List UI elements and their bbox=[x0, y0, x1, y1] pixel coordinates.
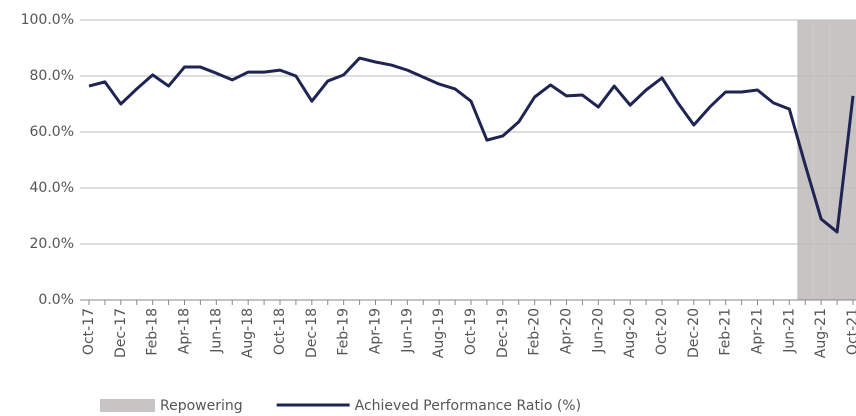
legend-swatch bbox=[100, 399, 155, 412]
shade-bar bbox=[813, 20, 830, 300]
x-tick-label: Jun-19 bbox=[399, 308, 415, 354]
x-tick-label: Oct-21 bbox=[845, 308, 856, 355]
y-tick-label: 20.0% bbox=[30, 236, 74, 252]
x-tick-label: Jun-21 bbox=[781, 308, 797, 354]
legend-label: Achieved Performance Ratio (%) bbox=[355, 398, 581, 414]
line-series bbox=[88, 56, 855, 234]
x-tick-label: Feb-18 bbox=[145, 308, 161, 356]
x-tick-label: Feb-20 bbox=[527, 308, 543, 356]
x-tick-label: Apr-21 bbox=[750, 308, 766, 354]
x-tick-label: Dec-20 bbox=[686, 308, 702, 358]
y-tick-label: 100.0% bbox=[21, 12, 74, 28]
x-tick-label: Dec-18 bbox=[304, 308, 320, 358]
x-tick-label: Feb-21 bbox=[718, 308, 734, 356]
x-tick-label: Oct-19 bbox=[463, 308, 479, 355]
x-tick-label: Dec-17 bbox=[113, 308, 129, 358]
x-tick-label: Aug-21 bbox=[813, 308, 829, 358]
shade-bar bbox=[829, 20, 846, 300]
x-tick-label: Apr-19 bbox=[368, 308, 384, 354]
x-tick-label: Apr-20 bbox=[559, 308, 575, 354]
x-tick-label: Jun-20 bbox=[590, 308, 606, 354]
y-tick-label: 0.0% bbox=[38, 292, 74, 308]
x-tick-label: Aug-19 bbox=[431, 308, 447, 358]
x-tick-label: Jun-18 bbox=[208, 308, 224, 354]
x-tick-label: Oct-20 bbox=[654, 308, 670, 355]
x-tick-label: Feb-19 bbox=[336, 308, 352, 356]
x-tick-label: Aug-20 bbox=[622, 308, 638, 358]
y-tick-label: 60.0% bbox=[30, 124, 74, 140]
x-tick-label: Dec-19 bbox=[495, 308, 511, 358]
x-tick-label: Apr-18 bbox=[177, 308, 193, 354]
x-tick-label: Aug-18 bbox=[240, 308, 256, 358]
legend-label: Repowering bbox=[160, 398, 243, 414]
shade-bar bbox=[845, 20, 856, 300]
x-tick-label: Oct-18 bbox=[272, 308, 288, 355]
x-tick-label: Oct-17 bbox=[81, 308, 97, 355]
y-tick-label: 40.0% bbox=[30, 180, 74, 196]
y-tick-label: 80.0% bbox=[30, 68, 74, 84]
